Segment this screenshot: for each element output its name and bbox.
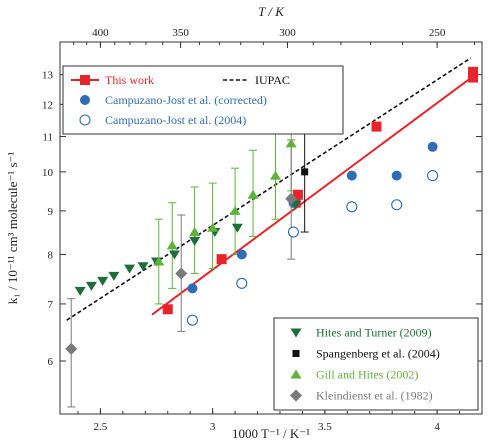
fit-lines [66,57,476,321]
hites-and-turner-2009-point [189,236,201,246]
y-axis-title: k₁ / 10⁻¹¹ cm³ molecule⁻¹ s⁻¹ [5,152,20,305]
iupac-line [66,57,472,321]
legend-gill-and-hites-2002-label: Gill and Hites (2002) [316,368,418,382]
legend-hites-and-turner-2009-label: Hites and Turner (2009) [316,326,432,340]
y-tick-label: 6 [48,356,54,368]
hites-and-turner-2009-point [97,276,109,286]
this-work-point [292,189,303,200]
y-tick-label: 11 [42,132,53,144]
top-tick-label: 300 [279,27,296,39]
legend-campuzano-jost-et-al-2004-marker [79,114,91,126]
legend-gill-and-hites-2002-marker [290,369,302,379]
campuzano-jost-et-al-2004-point [236,277,248,289]
x-tick-label: 3 [210,421,216,433]
campuzano-jost-et-al-2004-point [427,170,439,182]
legend-campuzano-jost-et-al-corrected-label: Campuzano-Jost et al. (corrected) [105,93,267,107]
legend-top: This work IUPAC Campuzano-Jost et al. (cor… [62,65,344,135]
legend-kleindienst-et-al-1982-marker [290,389,302,402]
campuzano-jost-et-al-corrected-point [391,170,402,181]
plot-border [59,41,483,415]
hites-and-turner-2009-point [290,200,302,210]
legend-iupac-label: IUPAC [255,73,290,87]
this-work-fit-line [151,73,476,316]
hites-and-turner-2009-point [108,271,120,281]
legend-this-work-label: This work [105,73,154,87]
legend-bottom: Hites and Turner (2009) Spangenberg et al… [273,317,479,411]
campuzano-jost-et-al-2004-point [287,226,299,238]
gill-and-hites-2002-point [189,227,201,237]
this-work-point [468,72,479,83]
this-work-point [162,304,173,315]
x-axis-title: 1000 T⁻¹ / K⁻¹ [232,426,310,441]
legend-kleindienst-et-al-1982-label: Kleindienst et al. (1982) [316,389,433,403]
campuzano-jost-et-al-corrected-point [236,249,247,260]
top-tick-label: 400 [92,27,109,39]
legend-campuzano-jost-et-al-corrected-marker [80,95,90,105]
x-tick-label: 4 [434,421,440,433]
y-tick-label: 7 [48,299,54,311]
data-markers [65,66,479,355]
gill-and-hites-2002-point [247,189,259,199]
y-tick-label: 8 [48,249,54,261]
hites-and-turner-2009-point [74,286,86,296]
hites-and-turner-2009-point [85,281,97,291]
this-work-point [371,121,382,132]
gill-and-hites-2002-point [166,240,178,250]
legend-campuzano-jost-et-al-2004-label: Campuzano-Jost et al. (2004) [105,113,246,127]
legend-box [62,65,344,135]
top-axis-title: T / K [258,4,285,19]
error-bars [67,100,309,408]
x-tick-label: 3.5 [318,421,332,433]
gill-and-hites-2002-point [153,256,165,266]
legend-this-work-marker [80,75,90,85]
gill-and-hites-2002-point [285,138,297,148]
legend-spangenberg-et-al-2004-label: Spangenberg et al. (2004) [316,347,440,361]
kleindienst-et-al-1982-point [285,192,298,205]
campuzano-jost-et-al-corrected-point [346,170,357,181]
legend-hites-and-turner-2009-marker [290,328,302,338]
x-tick-label: 2.5 [94,421,108,433]
kleindienst-et-al-1982-point [65,342,78,355]
kleindienst-et-al-1982-point [175,267,188,280]
this-work-point [216,254,227,265]
axis-ticks: 2.5 3 3.5 4 6 7 8 9 10 11 12 13 400 350 300 250 [42,27,482,433]
plot-frame [59,41,483,415]
legend-spangenberg-et-al-2004-marker [292,350,300,357]
campuzano-jost-et-al-2004-point [346,201,358,213]
campuzano-jost-et-al-2004-point [186,314,198,326]
hites-and-turner-2009-point [231,223,243,233]
campuzano-jost-et-al-corrected-point [427,141,438,152]
gill-and-hites-2002-point [229,205,241,215]
top-tick-label: 250 [429,27,446,39]
campuzano-jost-et-al-2004-point [391,199,403,211]
y-tick-label: 9 [48,206,54,218]
y-tick-label: 12 [42,99,53,111]
y-tick-label: 13 [42,70,54,82]
y-tick-label: 10 [42,167,54,179]
gill-and-hites-2002-point [207,222,219,232]
hites-and-turner-2009-point [168,250,180,260]
hites-and-turner-2009-point [124,264,136,274]
spangenberg-et-al-2004-point [301,168,309,176]
hites-and-turner-2009-point [137,262,149,272]
top-tick-label: 350 [172,27,189,39]
this-work-point [468,66,479,77]
gill-and-hites-2002-point [269,170,281,180]
legend-box [273,317,479,411]
campuzano-jost-et-al-corrected-point [187,283,198,294]
